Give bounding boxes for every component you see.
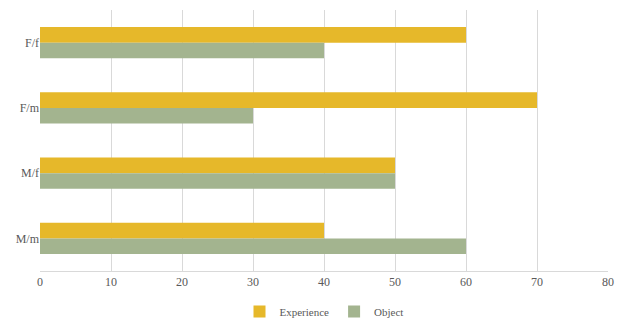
svg-text:10: 10: [105, 275, 117, 289]
svg-text:80: 80: [602, 275, 614, 289]
svg-text:Experience: Experience: [280, 306, 330, 318]
svg-text:20: 20: [176, 275, 188, 289]
svg-text:F/m: F/m: [20, 101, 40, 115]
svg-text:0: 0: [37, 275, 43, 289]
svg-text:F/f: F/f: [25, 36, 39, 50]
svg-text:40: 40: [318, 275, 330, 289]
svg-text:M/f: M/f: [21, 166, 39, 180]
svg-text:30: 30: [247, 275, 259, 289]
svg-text:M/m: M/m: [16, 232, 40, 246]
svg-text:70: 70: [531, 275, 543, 289]
svg-text:50: 50: [389, 275, 401, 289]
svg-text:Object: Object: [374, 306, 403, 318]
svg-text:60: 60: [460, 275, 472, 289]
